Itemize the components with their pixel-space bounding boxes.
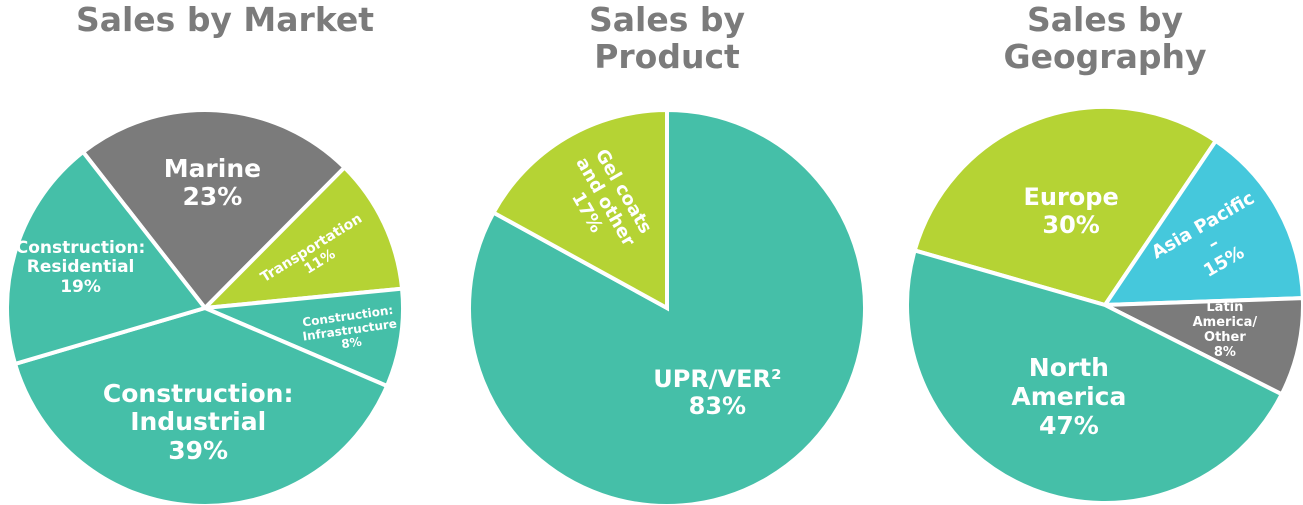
slice-value: 39% <box>168 436 229 465</box>
pie-slice <box>1101 138 1303 308</box>
pie-slice <box>12 305 390 505</box>
slice-name: Marine <box>163 153 262 183</box>
slice-value: 8% <box>1213 345 1236 361</box>
chart-title: Sales by Geography <box>1003 0 1207 76</box>
slice-name: Construction: Residential <box>15 237 146 278</box>
slice-value: 30% <box>1042 210 1100 239</box>
slice-value: 19% <box>60 276 101 297</box>
label-box: Construction: Residential 19% <box>1 208 161 328</box>
label-box: UPR/VER² 83% <box>617 333 817 453</box>
slice-name: Europe <box>1023 183 1119 212</box>
slice-name: Latin America/ Other <box>1192 300 1258 346</box>
pie-slice <box>5 149 209 367</box>
slice-name: North America <box>1011 353 1127 411</box>
label-box: North America 47% <box>984 337 1154 457</box>
pie-slice <box>80 108 348 312</box>
pie-slice <box>912 105 1219 308</box>
slice-value: 47% <box>1038 410 1099 440</box>
label-box: Europe 30% <box>1001 152 1141 272</box>
label-box: Latin America/ Other 8% <box>1185 271 1265 391</box>
chart-title: Sales by Market <box>75 0 375 39</box>
slice-name: UPR/VER² <box>653 364 782 393</box>
slice-value: 23% <box>182 182 243 212</box>
pie-slice <box>199 164 405 311</box>
label-box: Marine 23% <box>152 123 272 243</box>
chart-title: Sales by Product <box>589 0 745 76</box>
pie-slice <box>905 247 1285 505</box>
slice-value: 8% <box>340 334 363 352</box>
slice-value: 83% <box>688 392 747 421</box>
slice-name: Construction: Industrial <box>102 378 294 437</box>
pie-slice <box>490 107 669 312</box>
label-box: Construction: Industrial 39% <box>83 363 313 483</box>
